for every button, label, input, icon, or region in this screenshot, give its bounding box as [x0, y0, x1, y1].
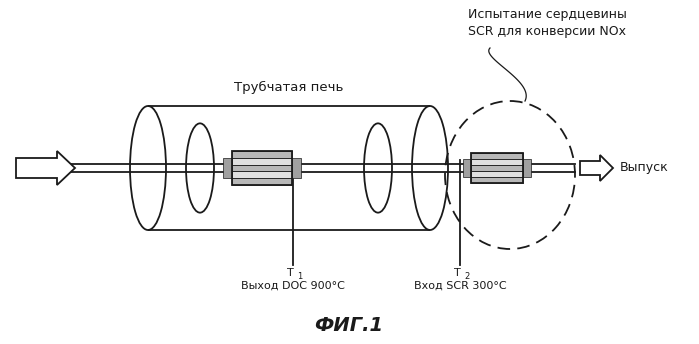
Polygon shape — [580, 155, 613, 181]
Text: 1: 1 — [297, 272, 302, 281]
Bar — [471, 153, 523, 159]
Text: T: T — [454, 268, 461, 278]
Bar — [463, 159, 471, 177]
Bar — [471, 159, 523, 165]
Text: Выход DOC 900°C: Выход DOC 900°C — [241, 281, 345, 291]
Text: Выпуск: Выпуск — [620, 161, 669, 174]
Text: 2: 2 — [464, 272, 469, 281]
Text: T: T — [287, 268, 294, 278]
Bar — [232, 158, 292, 164]
Text: Испытание сердцевины
SCR для конверсии NOx: Испытание сердцевины SCR для конверсии N… — [468, 8, 626, 38]
Bar — [471, 171, 523, 177]
Bar — [232, 178, 292, 185]
Bar — [471, 177, 523, 183]
Text: ФИГ.1: ФИГ.1 — [315, 316, 384, 335]
Bar — [523, 159, 531, 177]
Polygon shape — [16, 151, 75, 185]
Bar — [292, 158, 301, 178]
Bar — [471, 153, 523, 183]
Bar — [232, 151, 292, 158]
Bar — [223, 158, 232, 178]
Bar — [232, 164, 292, 171]
Bar — [232, 171, 292, 178]
Text: Трубчатая печь: Трубчатая печь — [234, 81, 344, 94]
Bar — [232, 151, 292, 185]
Text: Вход SCR 300°C: Вход SCR 300°C — [414, 281, 506, 291]
Bar — [471, 165, 523, 171]
